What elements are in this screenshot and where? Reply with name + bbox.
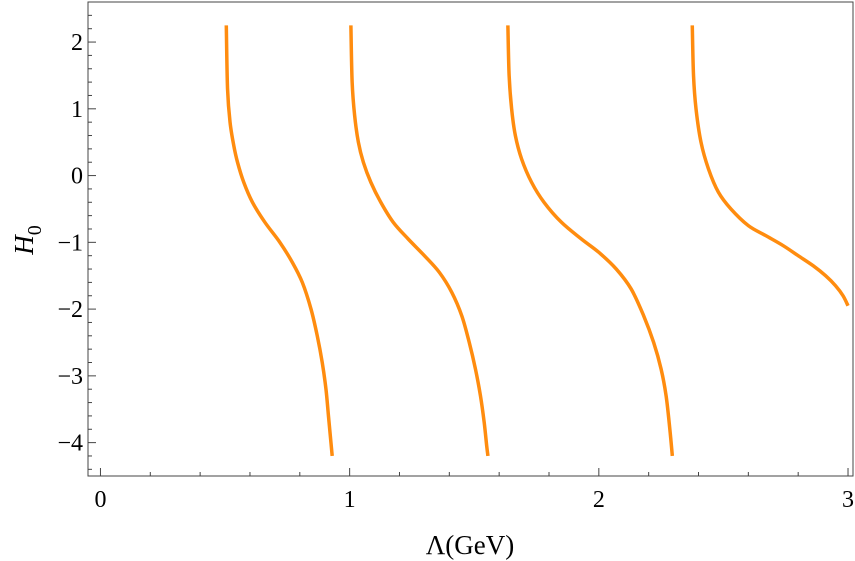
x-axis-title: Λ(GeV) (426, 530, 515, 560)
y-tick-label: 2 (71, 30, 83, 56)
series-group (224, 25, 850, 457)
y-axis-title-subscript: 0 (24, 225, 46, 235)
y-tick-label: 0 (71, 164, 83, 190)
y-tick-label: −1 (57, 230, 83, 256)
y-tick-label: −3 (57, 364, 83, 390)
y-axis-title: H0 (9, 225, 46, 256)
series-line-1 (224, 25, 334, 457)
series-line-2 (349, 25, 490, 457)
y-tick-label: 1 (71, 97, 83, 123)
plot-frame (87, 1, 854, 477)
series-line-4 (690, 25, 850, 307)
y-tick-label: −4 (57, 431, 83, 457)
x-tick-label: 2 (593, 487, 605, 513)
x-tick-label: 3 (842, 487, 854, 513)
x-tick-label: 1 (344, 487, 356, 513)
y-axis-title-main: H (9, 234, 39, 256)
tick-labels: 0 1 2 3 2 1 0 −1 −2 −3 −4 (57, 30, 854, 513)
series-line-3 (506, 25, 675, 457)
y-tick-label: −2 (57, 297, 83, 323)
x-tick-label: 0 (94, 487, 106, 513)
axis-ticks (88, 14, 849, 476)
